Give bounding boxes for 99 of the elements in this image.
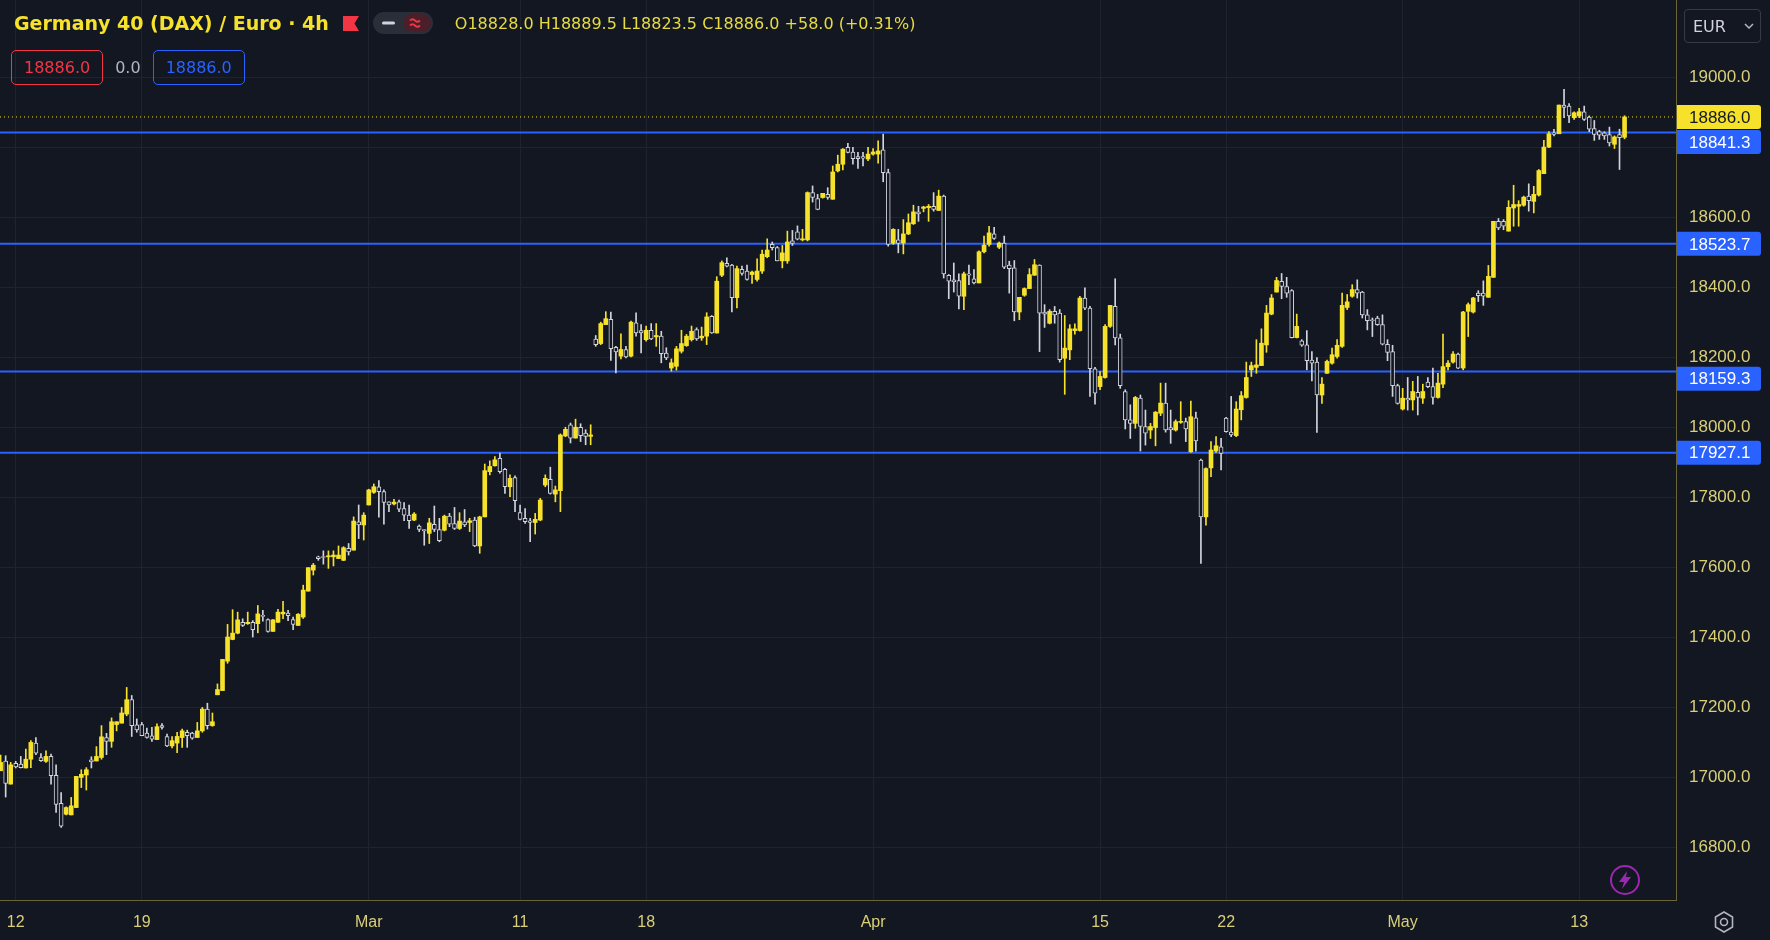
candlestick — [1501, 219, 1506, 231]
x-tick-label: 15 — [1091, 913, 1110, 931]
candlestick — [548, 466, 553, 495]
y-tick-label: 18200.0 — [1689, 346, 1751, 366]
candlestick — [452, 507, 457, 530]
candlestick — [1390, 344, 1395, 397]
y-tick-label: 17000.0 — [1689, 767, 1751, 787]
candlestick — [205, 702, 210, 730]
y-tick-label: 17400.0 — [1689, 627, 1751, 647]
candlestick — [815, 194, 820, 211]
candlestick — [1496, 218, 1501, 231]
x-tick-label: Mar — [354, 913, 384, 931]
candlestick — [1526, 183, 1532, 212]
candlestick — [1385, 339, 1390, 362]
candlestick — [316, 555, 321, 561]
annotation: 18886.0 — [24, 58, 91, 77]
candlestick — [3, 755, 8, 798]
candlestick — [240, 618, 246, 627]
candlestick — [931, 192, 936, 212]
x-tick-label: Apr — [860, 913, 887, 931]
candlestick — [1597, 129, 1602, 140]
y-tick-label: 18400.0 — [1689, 276, 1751, 296]
candlestick — [951, 262, 957, 293]
sell-button: 18886.0 — [11, 50, 104, 85]
ref-line-label: 17927.1 — [1689, 443, 1751, 463]
candlestick — [527, 517, 533, 543]
candlestick — [1052, 306, 1057, 324]
x-tick-label: 11 — [511, 913, 529, 931]
candlestick — [462, 509, 467, 528]
x-tick-label: May — [1387, 913, 1418, 931]
candlestick — [1138, 394, 1143, 452]
candlestick — [578, 423, 583, 442]
buy-button: 18886.0 — [152, 50, 245, 85]
candlestick — [432, 505, 437, 532]
candlestick — [694, 327, 699, 341]
candlestick — [1279, 273, 1284, 300]
x-tick-label: 19 — [132, 913, 151, 931]
candlestick — [437, 517, 442, 543]
x-tick-label: 22 — [1217, 913, 1236, 931]
candlestick — [588, 424, 594, 446]
candlestick — [421, 529, 427, 546]
candlestick — [1284, 277, 1289, 298]
candlestick — [825, 187, 831, 200]
candlestick — [1370, 317, 1375, 337]
candlestick — [472, 516, 478, 547]
candlestick — [1011, 260, 1017, 322]
y-tick-label: 16800.0 — [1689, 837, 1751, 857]
candlestick — [1163, 382, 1168, 433]
candlestick — [1395, 383, 1400, 405]
candlestick — [790, 230, 795, 246]
x-tick-label: 12 — [6, 913, 25, 931]
candlestick — [795, 225, 800, 241]
y-tick-label: 17200.0 — [1689, 697, 1751, 717]
candlestick — [356, 504, 362, 539]
ref-line-label: 18523.7 — [1689, 234, 1751, 254]
y-tick-label: 18600.0 — [1689, 206, 1751, 226]
candlestick — [966, 264, 972, 286]
y-tick-label: 19000.0 — [1689, 66, 1751, 86]
candlestick — [447, 513, 452, 528]
annotation: 0.0 — [115, 58, 141, 77]
candlestick — [346, 543, 351, 556]
candlestick — [1062, 315, 1068, 395]
candlestick — [104, 732, 109, 755]
y-tick-label: 17600.0 — [1689, 557, 1751, 576]
candlestick — [1380, 314, 1385, 346]
ref-line-label: 18886.0 — [1689, 107, 1751, 127]
candlestick — [895, 229, 901, 254]
candlestick — [653, 323, 659, 347]
candlestick — [245, 611, 251, 625]
candlestick — [1359, 291, 1365, 319]
currency-dropdown: EUR — [1684, 9, 1761, 43]
candlestick — [1037, 264, 1042, 352]
annotation: 18886.0 — [165, 58, 232, 77]
candlestick — [860, 152, 866, 167]
candlestick — [1365, 309, 1370, 331]
candlestick — [184, 729, 190, 748]
candlestick — [1375, 315, 1380, 326]
candlestick — [855, 152, 861, 169]
candlestick — [1143, 409, 1148, 446]
ref-line-label: 18159.3 — [1689, 369, 1751, 389]
y-tick-label: 17800.0 — [1689, 486, 1751, 506]
candlestick — [1602, 131, 1607, 140]
ref-line-label: 18841.3 — [1689, 132, 1751, 152]
candlestick — [1607, 126, 1612, 147]
candlestick — [1127, 404, 1133, 439]
x-tick-label: 13 — [1570, 913, 1589, 931]
candlestick — [1415, 376, 1421, 416]
candlestick — [1168, 409, 1173, 444]
candlestick — [568, 422, 573, 444]
candlestick — [1617, 128, 1622, 170]
y-tick-label: 18000.0 — [1689, 416, 1751, 436]
candlestick — [1475, 290, 1481, 302]
candlestick — [1481, 280, 1486, 306]
candlestick — [810, 185, 815, 203]
candlestick — [89, 756, 94, 769]
text: O18828.0 H18889.5 L18823.5 C18886.0 +58.0 (+0.31%) — [454, 13, 916, 33]
x-tick-label: 18 — [637, 913, 656, 931]
candlestick — [583, 429, 588, 446]
text: Germany 40 (DAX) / Euro · 4h — [14, 12, 329, 34]
